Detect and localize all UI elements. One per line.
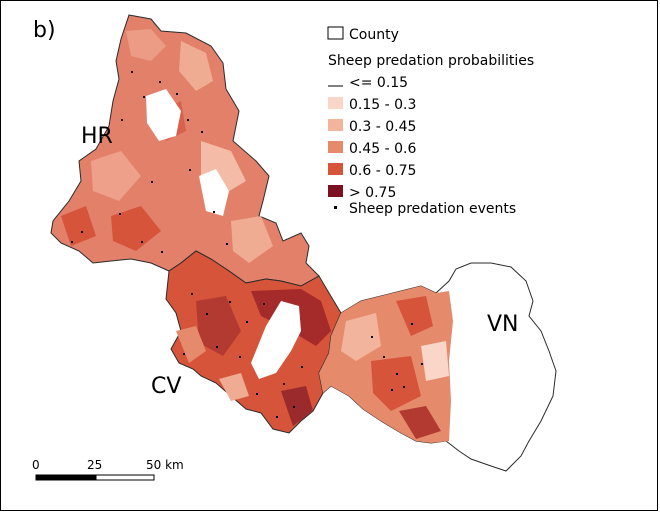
legend-class-label-4: 0.6 - 0.75 <box>349 163 416 179</box>
cv-patch <box>281 386 313 426</box>
county-hr-region <box>50 14 320 287</box>
predation-event-dot <box>119 213 121 215</box>
county-label-hr: HR <box>81 124 113 149</box>
legend-county-label: County <box>349 27 399 43</box>
vn-patch <box>396 296 433 336</box>
predation-event-dot <box>276 416 278 418</box>
predation-event-dot <box>191 293 193 295</box>
predation-event-dot <box>131 71 133 73</box>
predation-event-dot <box>213 211 215 213</box>
predation-event-dot <box>143 96 145 98</box>
predation-event-dot <box>403 386 405 388</box>
county-label-cv: CV <box>151 374 181 399</box>
predation-event-dot <box>81 231 83 233</box>
legend-class-label-1: 0.15 - 0.3 <box>349 97 416 113</box>
hr-patch <box>231 216 273 263</box>
predation-event-dot <box>391 389 393 391</box>
legend-title: Sheep predation probabilities <box>328 53 534 69</box>
hr-patch <box>61 206 96 246</box>
county-vn-region <box>318 262 557 472</box>
hr-low-area <box>199 169 229 216</box>
legend-class-label-2: 0.3 - 0.45 <box>349 119 416 135</box>
predation-event-dot <box>151 181 153 183</box>
predation-event-dot <box>216 346 218 348</box>
predation-event-dot <box>187 119 189 121</box>
hr-patch <box>111 206 161 251</box>
hr-patch <box>179 41 213 91</box>
legend-class-swatch-4 <box>328 163 343 175</box>
legend-class-label-0: <= 0.15 <box>349 75 408 91</box>
cv-patch <box>219 373 249 401</box>
predation-event-dot <box>141 241 143 243</box>
cv-patch <box>196 296 241 356</box>
predation-event-dot <box>246 321 248 323</box>
predation-event-dot <box>396 373 398 375</box>
county-cv-region <box>165 250 342 434</box>
predation-event-points <box>71 71 423 418</box>
predation-event-dot <box>189 169 191 171</box>
predation-event-dot <box>293 406 295 408</box>
vn-patch <box>421 341 449 381</box>
predation-event-dot <box>229 301 231 303</box>
legend-class-swatch-1 <box>328 97 343 109</box>
predation-event-dot <box>121 119 123 121</box>
predation-event-dot <box>161 251 163 253</box>
predation-event-dot <box>183 353 185 355</box>
vn-patch <box>371 356 421 411</box>
legend-events-label: Sheep predation events <box>349 201 516 217</box>
hr-patch <box>126 29 166 61</box>
legend-class-swatch-3 <box>328 141 343 153</box>
legend-class-swatch-5 <box>328 185 343 197</box>
predation-event-dot <box>421 363 423 365</box>
predation-event-dot <box>201 131 203 133</box>
predation-event-dot <box>159 81 161 83</box>
predation-event-dot <box>301 366 303 368</box>
predation-event-dot <box>71 241 73 243</box>
predation-event-dot <box>371 336 373 338</box>
predation-event-dot <box>411 323 413 325</box>
scale-tick-label-1: 25 <box>87 458 102 472</box>
predation-event-dot <box>383 356 385 358</box>
panel-label: b) <box>33 18 56 43</box>
predation-event-dot <box>239 356 241 358</box>
legend-class-label-3: 0.45 - 0.6 <box>349 141 416 157</box>
legend-event-symbol <box>334 206 337 209</box>
county-label-vn: VN <box>487 312 519 337</box>
predation-event-dot <box>263 303 265 305</box>
hr-patch <box>91 151 141 201</box>
scale-tick-label-0: 0 <box>32 458 40 472</box>
vn-patch <box>399 406 441 439</box>
cv-low-area <box>251 301 301 379</box>
predation-event-dot <box>226 243 228 245</box>
legend-class-swatch-2 <box>328 119 343 131</box>
predation-event-dot <box>206 313 208 315</box>
vn-patch <box>341 313 381 361</box>
legend-county-swatch <box>327 26 344 40</box>
legend-class-label-5: > 0.75 <box>349 185 396 201</box>
scale-bar: 0 25 50 km <box>32 458 184 481</box>
predation-event-dot <box>256 393 258 395</box>
cv-patch <box>176 326 206 363</box>
hr-low-area <box>146 89 181 141</box>
legend: County Sheep predation probabilities <= … <box>327 26 534 217</box>
scale-segment-white <box>95 474 155 481</box>
predation-event-dot <box>283 383 285 385</box>
predation-event-dot <box>176 93 178 95</box>
scale-segment-black <box>35 474 97 481</box>
scale-tick-label-2: 50 km <box>146 458 184 472</box>
